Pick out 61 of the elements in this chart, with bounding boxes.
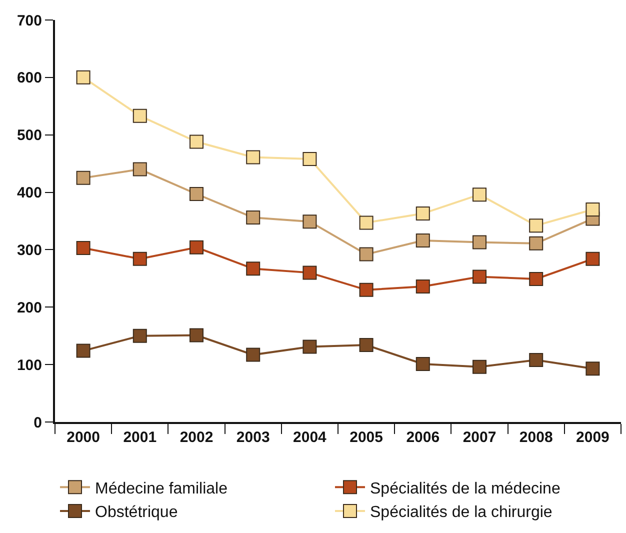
point <box>246 262 260 276</box>
point <box>246 210 260 225</box>
point <box>529 352 544 367</box>
x-tick-label: 2004 <box>293 429 328 446</box>
point <box>76 240 90 255</box>
y-tick-label: 700 <box>16 12 42 30</box>
point <box>416 279 430 294</box>
point <box>132 328 147 343</box>
x-tick-label: 2009 <box>576 429 610 446</box>
legend-label: Spécialités de la médecine <box>370 480 560 498</box>
x-tick-label: 2001 <box>123 429 157 446</box>
point <box>132 162 147 176</box>
point <box>359 338 374 352</box>
point <box>132 108 147 123</box>
legend-label: Obstétrique <box>95 504 178 522</box>
point <box>529 272 544 286</box>
point <box>132 252 147 266</box>
point <box>190 134 204 149</box>
point <box>472 235 486 250</box>
point <box>416 234 430 248</box>
point <box>586 362 600 376</box>
point <box>529 218 544 233</box>
point <box>586 252 600 266</box>
x-tick-label: 2002 <box>180 429 214 446</box>
point <box>359 216 374 230</box>
x-tick-label: 2000 <box>66 429 100 446</box>
point <box>586 202 600 217</box>
x-tick-label: 2003 <box>236 429 270 446</box>
y-tick-label: 0 <box>34 414 42 432</box>
point <box>302 152 317 166</box>
y-tick-label: 500 <box>16 127 42 144</box>
point <box>416 206 430 221</box>
y-tick-label: 300 <box>16 242 42 259</box>
x-tick-label: 2005 <box>350 429 383 446</box>
point <box>359 282 374 297</box>
point <box>359 247 374 262</box>
x-tick-label: 2006 <box>406 429 440 446</box>
point <box>76 344 90 358</box>
y-tick-label: 200 <box>16 299 42 316</box>
point <box>302 266 317 280</box>
point <box>76 170 90 185</box>
point <box>472 188 486 202</box>
y-tick-label: 100 <box>16 356 42 374</box>
y-tick-label: 600 <box>16 70 42 87</box>
legend-label: Médecine familiale <box>95 480 228 498</box>
point <box>416 357 430 371</box>
x-tick-label: 2007 <box>462 429 496 446</box>
point <box>472 270 486 284</box>
point <box>190 328 204 342</box>
point <box>472 360 486 374</box>
x-tick-label: 2008 <box>519 429 553 446</box>
point <box>302 340 317 354</box>
point <box>246 348 260 362</box>
y-tick-label: 400 <box>16 184 42 202</box>
point <box>529 236 544 250</box>
legend-label: Spécialités de la chirurgie <box>370 504 552 522</box>
point <box>190 187 204 202</box>
point <box>190 240 204 254</box>
point <box>76 70 90 84</box>
point <box>246 150 260 164</box>
point <box>302 214 317 229</box>
